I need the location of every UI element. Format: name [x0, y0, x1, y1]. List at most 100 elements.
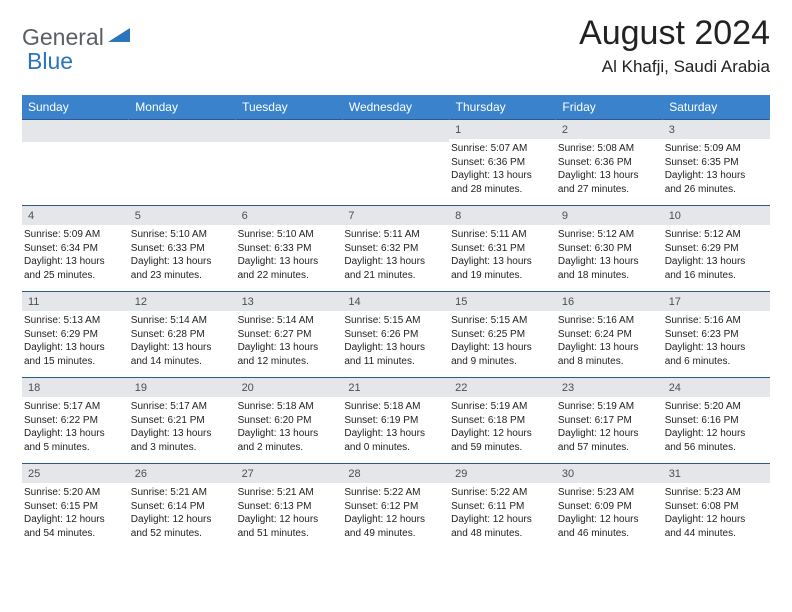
- page-title: August 2024: [579, 14, 770, 53]
- day-details: Sunrise: 5:11 AMSunset: 6:32 PMDaylight:…: [342, 225, 449, 285]
- day-cell: 19Sunrise: 5:17 AMSunset: 6:21 PMDayligh…: [129, 378, 236, 464]
- day-number: 6: [236, 206, 343, 225]
- day-details: Sunrise: 5:15 AMSunset: 6:25 PMDaylight:…: [449, 311, 556, 371]
- logo-triangle-icon: [108, 26, 130, 47]
- day-details: Sunrise: 5:09 AMSunset: 6:35 PMDaylight:…: [663, 139, 770, 199]
- empty-cell: [342, 120, 449, 206]
- day-details: Sunrise: 5:19 AMSunset: 6:17 PMDaylight:…: [556, 397, 663, 457]
- day-number: 10: [663, 206, 770, 225]
- day-details: Sunrise: 5:22 AMSunset: 6:11 PMDaylight:…: [449, 483, 556, 543]
- day-number: 22: [449, 378, 556, 397]
- day-cell: 20Sunrise: 5:18 AMSunset: 6:20 PMDayligh…: [236, 378, 343, 464]
- day-cell: 17Sunrise: 5:16 AMSunset: 6:23 PMDayligh…: [663, 292, 770, 378]
- day-number: 25: [22, 464, 129, 483]
- day-cell: 3Sunrise: 5:09 AMSunset: 6:35 PMDaylight…: [663, 120, 770, 206]
- empty-cell: [22, 120, 129, 206]
- day-number: 9: [556, 206, 663, 225]
- day-number: 26: [129, 464, 236, 483]
- day-number: 13: [236, 292, 343, 311]
- day-number: 29: [449, 464, 556, 483]
- day-cell: 11Sunrise: 5:13 AMSunset: 6:29 PMDayligh…: [22, 292, 129, 378]
- day-cell: 10Sunrise: 5:12 AMSunset: 6:29 PMDayligh…: [663, 206, 770, 292]
- day-cell: 2Sunrise: 5:08 AMSunset: 6:36 PMDaylight…: [556, 120, 663, 206]
- day-number: 21: [342, 378, 449, 397]
- day-details: Sunrise: 5:18 AMSunset: 6:20 PMDaylight:…: [236, 397, 343, 457]
- calendar-row: 1Sunrise: 5:07 AMSunset: 6:36 PMDaylight…: [22, 120, 770, 206]
- day-number: 20: [236, 378, 343, 397]
- day-number: 24: [663, 378, 770, 397]
- day-cell: 14Sunrise: 5:15 AMSunset: 6:26 PMDayligh…: [342, 292, 449, 378]
- day-details: Sunrise: 5:13 AMSunset: 6:29 PMDaylight:…: [22, 311, 129, 371]
- logo: General: [22, 14, 132, 51]
- day-details: Sunrise: 5:23 AMSunset: 6:09 PMDaylight:…: [556, 483, 663, 543]
- day-cell: 7Sunrise: 5:11 AMSunset: 6:32 PMDaylight…: [342, 206, 449, 292]
- day-number: 11: [22, 292, 129, 311]
- day-number: 19: [129, 378, 236, 397]
- calendar-page: General August 2024 Al Khafji, Saudi Ara…: [0, 0, 792, 560]
- empty-daynum: [236, 120, 343, 142]
- weekday-header: Friday: [556, 95, 663, 120]
- empty-daynum: [342, 120, 449, 142]
- day-details: Sunrise: 5:10 AMSunset: 6:33 PMDaylight:…: [236, 225, 343, 285]
- calendar-body: 1Sunrise: 5:07 AMSunset: 6:36 PMDaylight…: [22, 120, 770, 550]
- day-cell: 21Sunrise: 5:18 AMSunset: 6:19 PMDayligh…: [342, 378, 449, 464]
- day-details: Sunrise: 5:21 AMSunset: 6:13 PMDaylight:…: [236, 483, 343, 543]
- day-number: 31: [663, 464, 770, 483]
- day-cell: 4Sunrise: 5:09 AMSunset: 6:34 PMDaylight…: [22, 206, 129, 292]
- day-details: Sunrise: 5:23 AMSunset: 6:08 PMDaylight:…: [663, 483, 770, 543]
- weekday-header: Sunday: [22, 95, 129, 120]
- page-subtitle: Al Khafji, Saudi Arabia: [579, 57, 770, 77]
- day-details: Sunrise: 5:21 AMSunset: 6:14 PMDaylight:…: [129, 483, 236, 543]
- day-details: Sunrise: 5:09 AMSunset: 6:34 PMDaylight:…: [22, 225, 129, 285]
- day-cell: 16Sunrise: 5:16 AMSunset: 6:24 PMDayligh…: [556, 292, 663, 378]
- weekday-header: Saturday: [663, 95, 770, 120]
- day-details: Sunrise: 5:14 AMSunset: 6:27 PMDaylight:…: [236, 311, 343, 371]
- day-details: Sunrise: 5:19 AMSunset: 6:18 PMDaylight:…: [449, 397, 556, 457]
- empty-cell: [129, 120, 236, 206]
- day-details: Sunrise: 5:20 AMSunset: 6:16 PMDaylight:…: [663, 397, 770, 457]
- day-cell: 27Sunrise: 5:21 AMSunset: 6:13 PMDayligh…: [236, 464, 343, 550]
- day-number: 12: [129, 292, 236, 311]
- calendar-table: SundayMondayTuesdayWednesdayThursdayFrid…: [22, 95, 770, 550]
- day-details: Sunrise: 5:17 AMSunset: 6:21 PMDaylight:…: [129, 397, 236, 457]
- day-cell: 29Sunrise: 5:22 AMSunset: 6:11 PMDayligh…: [449, 464, 556, 550]
- day-number: 27: [236, 464, 343, 483]
- day-details: Sunrise: 5:11 AMSunset: 6:31 PMDaylight:…: [449, 225, 556, 285]
- weekday-header-row: SundayMondayTuesdayWednesdayThursdayFrid…: [22, 95, 770, 120]
- weekday-header: Wednesday: [342, 95, 449, 120]
- day-cell: 13Sunrise: 5:14 AMSunset: 6:27 PMDayligh…: [236, 292, 343, 378]
- weekday-header: Monday: [129, 95, 236, 120]
- day-details: Sunrise: 5:14 AMSunset: 6:28 PMDaylight:…: [129, 311, 236, 371]
- day-number: 2: [556, 120, 663, 139]
- day-cell: 24Sunrise: 5:20 AMSunset: 6:16 PMDayligh…: [663, 378, 770, 464]
- day-cell: 15Sunrise: 5:15 AMSunset: 6:25 PMDayligh…: [449, 292, 556, 378]
- weekday-header: Tuesday: [236, 95, 343, 120]
- day-details: Sunrise: 5:16 AMSunset: 6:23 PMDaylight:…: [663, 311, 770, 371]
- title-block: August 2024 Al Khafji, Saudi Arabia: [579, 14, 770, 77]
- day-details: Sunrise: 5:12 AMSunset: 6:29 PMDaylight:…: [663, 225, 770, 285]
- calendar-row: 18Sunrise: 5:17 AMSunset: 6:22 PMDayligh…: [22, 378, 770, 464]
- day-cell: 28Sunrise: 5:22 AMSunset: 6:12 PMDayligh…: [342, 464, 449, 550]
- day-cell: 5Sunrise: 5:10 AMSunset: 6:33 PMDaylight…: [129, 206, 236, 292]
- logo-word-2: Blue: [27, 48, 73, 74]
- day-number: 4: [22, 206, 129, 225]
- day-details: Sunrise: 5:12 AMSunset: 6:30 PMDaylight:…: [556, 225, 663, 285]
- empty-daynum: [129, 120, 236, 142]
- day-number: 3: [663, 120, 770, 139]
- day-cell: 18Sunrise: 5:17 AMSunset: 6:22 PMDayligh…: [22, 378, 129, 464]
- day-number: 28: [342, 464, 449, 483]
- day-number: 8: [449, 206, 556, 225]
- calendar-row: 4Sunrise: 5:09 AMSunset: 6:34 PMDaylight…: [22, 206, 770, 292]
- day-details: Sunrise: 5:18 AMSunset: 6:19 PMDaylight:…: [342, 397, 449, 457]
- empty-cell: [236, 120, 343, 206]
- day-number: 23: [556, 378, 663, 397]
- day-number: 5: [129, 206, 236, 225]
- day-number: 14: [342, 292, 449, 311]
- day-details: Sunrise: 5:15 AMSunset: 6:26 PMDaylight:…: [342, 311, 449, 371]
- day-details: Sunrise: 5:22 AMSunset: 6:12 PMDaylight:…: [342, 483, 449, 543]
- day-cell: 30Sunrise: 5:23 AMSunset: 6:09 PMDayligh…: [556, 464, 663, 550]
- day-cell: 8Sunrise: 5:11 AMSunset: 6:31 PMDaylight…: [449, 206, 556, 292]
- day-details: Sunrise: 5:16 AMSunset: 6:24 PMDaylight:…: [556, 311, 663, 371]
- day-cell: 1Sunrise: 5:07 AMSunset: 6:36 PMDaylight…: [449, 120, 556, 206]
- calendar-row: 25Sunrise: 5:20 AMSunset: 6:15 PMDayligh…: [22, 464, 770, 550]
